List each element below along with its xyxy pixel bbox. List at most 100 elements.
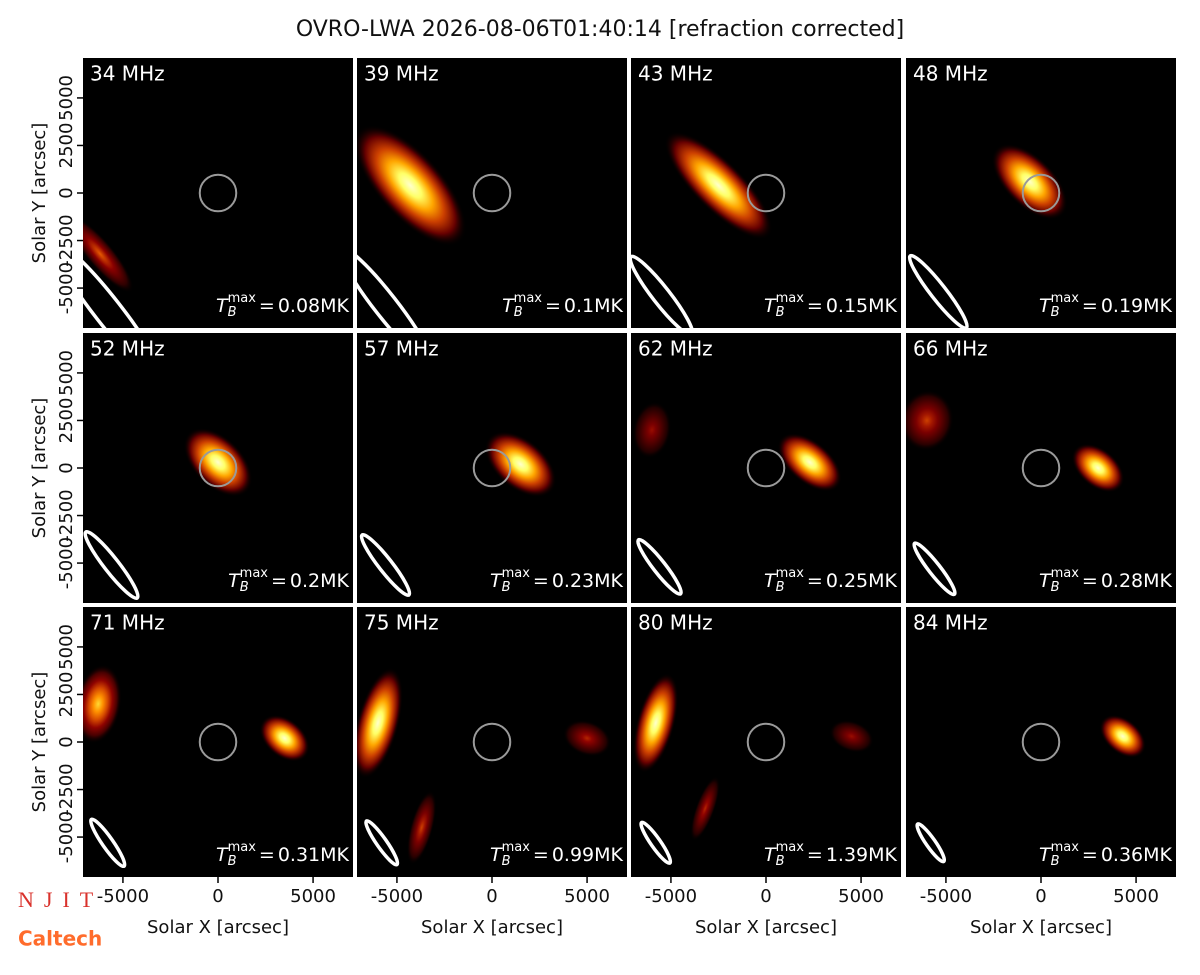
radio-source bbox=[664, 131, 773, 240]
radio-source bbox=[829, 720, 874, 753]
y-tick-label: 5000 bbox=[56, 75, 77, 121]
solar-disk bbox=[472, 173, 512, 213]
y-tick-label: 0 bbox=[56, 187, 77, 198]
panel-title: 71 MHz bbox=[90, 611, 165, 635]
panel bbox=[357, 333, 627, 603]
beam bbox=[912, 541, 957, 597]
solar-disk bbox=[472, 722, 512, 762]
tb-relation: = bbox=[259, 844, 275, 866]
tb-subscript: B bbox=[776, 580, 785, 595]
tb-subscript: B bbox=[502, 580, 511, 595]
tb-relation: = bbox=[807, 295, 823, 317]
figure-title: OVRO-LWA 2026-08-06T01:40:14 [refraction… bbox=[296, 17, 904, 42]
solar-disk bbox=[198, 173, 238, 213]
tb-symbol: T bbox=[1039, 295, 1052, 317]
y-axis-label: Solar Y [arcsec] bbox=[29, 398, 50, 539]
radio-source bbox=[183, 427, 253, 497]
panel bbox=[357, 58, 627, 328]
x-tick-label: 0 bbox=[486, 886, 497, 907]
panel-title: 43 MHz bbox=[638, 62, 713, 86]
tb-relation: = bbox=[533, 844, 549, 866]
radio-source bbox=[690, 776, 720, 841]
tb-value: 0.28MK bbox=[1101, 570, 1173, 592]
x-axis-label: Solar X [arcsec] bbox=[970, 917, 1112, 938]
brightness-label: TBmax = 0.36MK bbox=[1039, 840, 1172, 869]
solar-disk bbox=[1021, 722, 1061, 762]
panel-title: 75 MHz bbox=[364, 611, 439, 635]
panel-title: 52 MHz bbox=[90, 337, 165, 361]
tb-relation: = bbox=[1082, 295, 1098, 317]
tb-subscript: B bbox=[1051, 854, 1060, 869]
tb-symbol: T bbox=[764, 844, 777, 866]
y-tick-label: -2500 bbox=[56, 489, 77, 541]
solar-disk bbox=[472, 448, 512, 488]
beam bbox=[357, 246, 433, 328]
tb-superscript: max bbox=[514, 291, 543, 306]
tb-superscript: max bbox=[1051, 566, 1080, 581]
brightness-label: TBmax = 0.08MK bbox=[216, 291, 349, 320]
brightness-label: TBmax = 0.28MK bbox=[1039, 566, 1172, 595]
panel bbox=[906, 58, 1176, 328]
panel bbox=[83, 58, 353, 328]
tb-relation: = bbox=[1082, 844, 1098, 866]
x-tick-label: 0 bbox=[760, 886, 771, 907]
solar-disk bbox=[746, 722, 786, 762]
solar-disk bbox=[1021, 448, 1061, 488]
panel bbox=[906, 607, 1176, 877]
caltech-logo: Caltech bbox=[18, 927, 102, 951]
tb-relation: = bbox=[1082, 570, 1098, 592]
tb-subscript: B bbox=[228, 305, 237, 320]
brightness-label: TBmax = 0.31MK bbox=[216, 840, 349, 869]
tb-subscript: B bbox=[1051, 305, 1060, 320]
radio-source bbox=[633, 673, 679, 773]
tb-superscript: max bbox=[228, 291, 257, 306]
radio-source bbox=[1071, 443, 1125, 493]
tb-symbol: T bbox=[1039, 570, 1052, 592]
y-tick-label: 2500 bbox=[56, 672, 77, 718]
tb-subscript: B bbox=[514, 305, 523, 320]
x-tick-label: 0 bbox=[1035, 886, 1046, 907]
panel-title: 62 MHz bbox=[638, 337, 713, 361]
radio-source bbox=[906, 390, 954, 451]
y-tick-label: -5000 bbox=[56, 811, 77, 863]
panel-title: 34 MHz bbox=[90, 62, 165, 86]
radio-source bbox=[563, 720, 612, 757]
radio-source bbox=[357, 124, 467, 246]
panel-title: 48 MHz bbox=[913, 62, 988, 86]
tb-subscript: B bbox=[240, 580, 249, 595]
tb-subscript: B bbox=[776, 854, 785, 869]
beam bbox=[636, 537, 683, 596]
radio-source bbox=[259, 714, 310, 762]
panel bbox=[631, 58, 901, 328]
panel bbox=[357, 607, 627, 877]
beam bbox=[83, 241, 164, 328]
tb-symbol: T bbox=[216, 844, 229, 866]
tb-symbol: T bbox=[216, 295, 229, 317]
tb-subscript: B bbox=[228, 854, 237, 869]
beam bbox=[83, 529, 140, 600]
y-tick-label: -2500 bbox=[56, 214, 77, 266]
panel-background bbox=[83, 607, 353, 877]
solar-disk bbox=[1021, 173, 1061, 213]
tb-symbol: T bbox=[228, 570, 241, 592]
tb-subscript: B bbox=[776, 305, 785, 320]
panel-background bbox=[631, 333, 901, 603]
tb-symbol: T bbox=[490, 570, 503, 592]
tb-value: 0.15MK bbox=[826, 295, 898, 317]
x-tick-label: -5000 bbox=[920, 886, 972, 907]
radio-source bbox=[83, 664, 122, 744]
radio-source bbox=[484, 431, 557, 498]
x-axis-label: Solar X [arcsec] bbox=[695, 917, 837, 938]
x-axis-label: Solar X [arcsec] bbox=[421, 917, 563, 938]
tb-superscript: max bbox=[1051, 840, 1080, 855]
x-tick-label: -5000 bbox=[645, 886, 697, 907]
solar-disk bbox=[746, 173, 786, 213]
tb-value: 1.39MK bbox=[826, 844, 898, 866]
panel-title: 80 MHz bbox=[638, 611, 713, 635]
panel bbox=[631, 333, 901, 603]
tb-subscript: B bbox=[1051, 580, 1060, 595]
panel bbox=[83, 333, 353, 603]
panel bbox=[83, 607, 353, 877]
tb-superscript: max bbox=[1051, 291, 1080, 306]
y-tick-label: -2500 bbox=[56, 763, 77, 815]
